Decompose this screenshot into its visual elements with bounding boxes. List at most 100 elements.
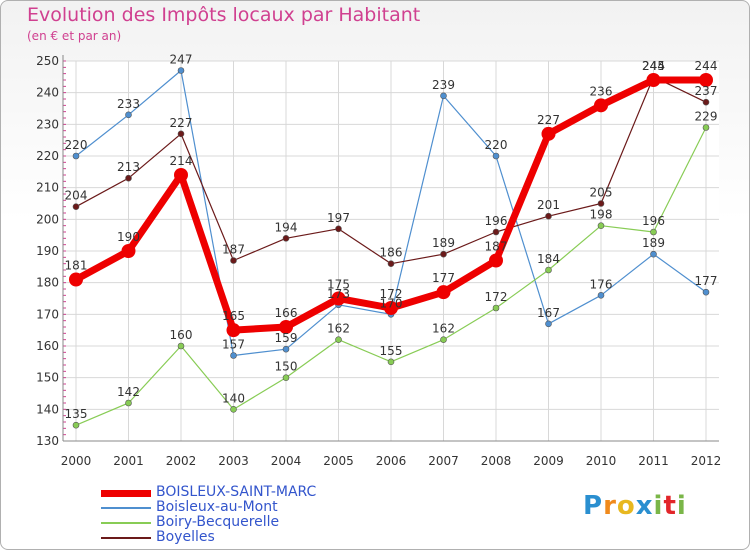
x-tick-label: 2000 (61, 454, 92, 468)
data-point (72, 421, 80, 429)
data-point (650, 250, 657, 258)
data-label: 201 (537, 198, 560, 212)
data-point (230, 406, 237, 413)
data-point (279, 320, 293, 334)
data-point (282, 345, 290, 353)
data-label: 204 (65, 189, 88, 203)
data-label: 227 (170, 116, 193, 130)
y-tick-label: 250 (36, 54, 59, 68)
data-point (440, 92, 447, 100)
x-tick-label: 2004 (271, 454, 302, 468)
legend-label: BOISLEUX-SAINT-MARC (156, 484, 317, 500)
data-point (226, 323, 241, 338)
data-point (125, 111, 132, 119)
x-tick-label: 2010 (586, 454, 617, 468)
data-point (440, 336, 447, 343)
data-label: 155 (380, 344, 403, 358)
data-point (492, 304, 500, 312)
data-point (545, 266, 552, 274)
data-point (699, 73, 713, 87)
data-point (72, 152, 80, 160)
grid-lines (63, 60, 719, 442)
data-point (177, 67, 185, 74)
data-label: 162 (432, 322, 455, 336)
logo-letter: r (603, 491, 617, 521)
data-label: 187 (485, 240, 508, 254)
legend-swatch (101, 522, 151, 524)
data-point (282, 235, 290, 242)
data-label: 198 (590, 208, 613, 222)
axes: 130 140 150 160 170 180 190 200 210 220 230 240 250 2… (36, 54, 721, 468)
data-point (125, 174, 132, 182)
data-label: 189 (432, 236, 455, 250)
data-point (545, 320, 552, 328)
data-label: 196 (642, 214, 665, 228)
logo-letter: x (635, 491, 654, 521)
data-point (597, 292, 605, 299)
legend: BOISLEUX-SAINT-MARC Boisleux-au-Mont Boi… (101, 484, 421, 545)
data-point (702, 98, 710, 106)
y-tick-label: 220 (36, 149, 59, 163)
x-tick-label: 2007 (428, 454, 459, 468)
data-point (335, 225, 342, 233)
legend-label: Boyelles (156, 529, 215, 545)
legend-item: Boisleux-au-Mont (101, 499, 421, 515)
y-tick-label: 150 (36, 371, 59, 385)
data-point (174, 168, 188, 182)
data-point (121, 244, 136, 258)
data-label: 186 (380, 246, 403, 260)
data-label: 177 (432, 271, 455, 285)
data-point (387, 358, 395, 366)
proxiti-logo: Proxiti (583, 491, 687, 521)
legend-item: BOISLEUX-SAINT-MARC (101, 484, 421, 500)
data-label: 237 (695, 84, 718, 98)
data-point (492, 228, 500, 236)
data-label: 157 (222, 338, 245, 352)
data-point (541, 126, 556, 141)
data-label: 177 (695, 274, 718, 288)
data-label: 172 (380, 287, 403, 301)
data-label: 236 (590, 84, 613, 98)
x-tick-label: 2012 (691, 454, 722, 468)
x-tick-label: 2001 (113, 454, 144, 468)
data-point (72, 203, 80, 210)
data-label: 135 (65, 407, 88, 421)
data-label: 220 (485, 138, 508, 152)
data-label: 150 (275, 360, 298, 374)
data-point (387, 260, 395, 267)
x-tick-label: 2008 (481, 454, 512, 468)
data-labels: 220 233 247 157 159 173 170 239 220 167 176 189 177 1… (65, 53, 718, 422)
data-label: 189 (642, 236, 665, 250)
y-tick-label: 170 (36, 307, 59, 321)
data-point (384, 301, 398, 315)
data-point (594, 98, 608, 113)
data-label: 244 (642, 59, 665, 73)
data-point (650, 228, 657, 236)
data-point (597, 222, 605, 229)
data-label: 162 (327, 322, 350, 336)
data-label: 160 (170, 328, 193, 342)
x-tick-label: 2011 (638, 454, 669, 468)
legend-label: Boiry-Becquerelle (156, 514, 280, 530)
data-label: 165 (222, 309, 245, 323)
data-label: 247 (170, 53, 193, 67)
y-tick-label: 180 (36, 276, 59, 290)
data-label: 233 (117, 97, 140, 111)
data-label: 245 (642, 59, 665, 73)
data-point (282, 374, 290, 381)
legend-swatch (101, 490, 151, 497)
series-lines (69, 67, 713, 429)
x-tick-label: 2009 (533, 454, 564, 468)
data-point (646, 73, 661, 87)
logo-letter: i (676, 491, 687, 521)
y-tick-label: 210 (36, 181, 59, 195)
data-point (69, 272, 83, 287)
y-tick-label: 240 (36, 86, 59, 100)
data-label: 173 (327, 287, 350, 301)
data-label: 197 (327, 211, 350, 225)
data-point (489, 253, 503, 268)
logo-letter: o (616, 491, 636, 521)
data-point (331, 291, 346, 306)
x-tick-label: 2003 (218, 454, 249, 468)
